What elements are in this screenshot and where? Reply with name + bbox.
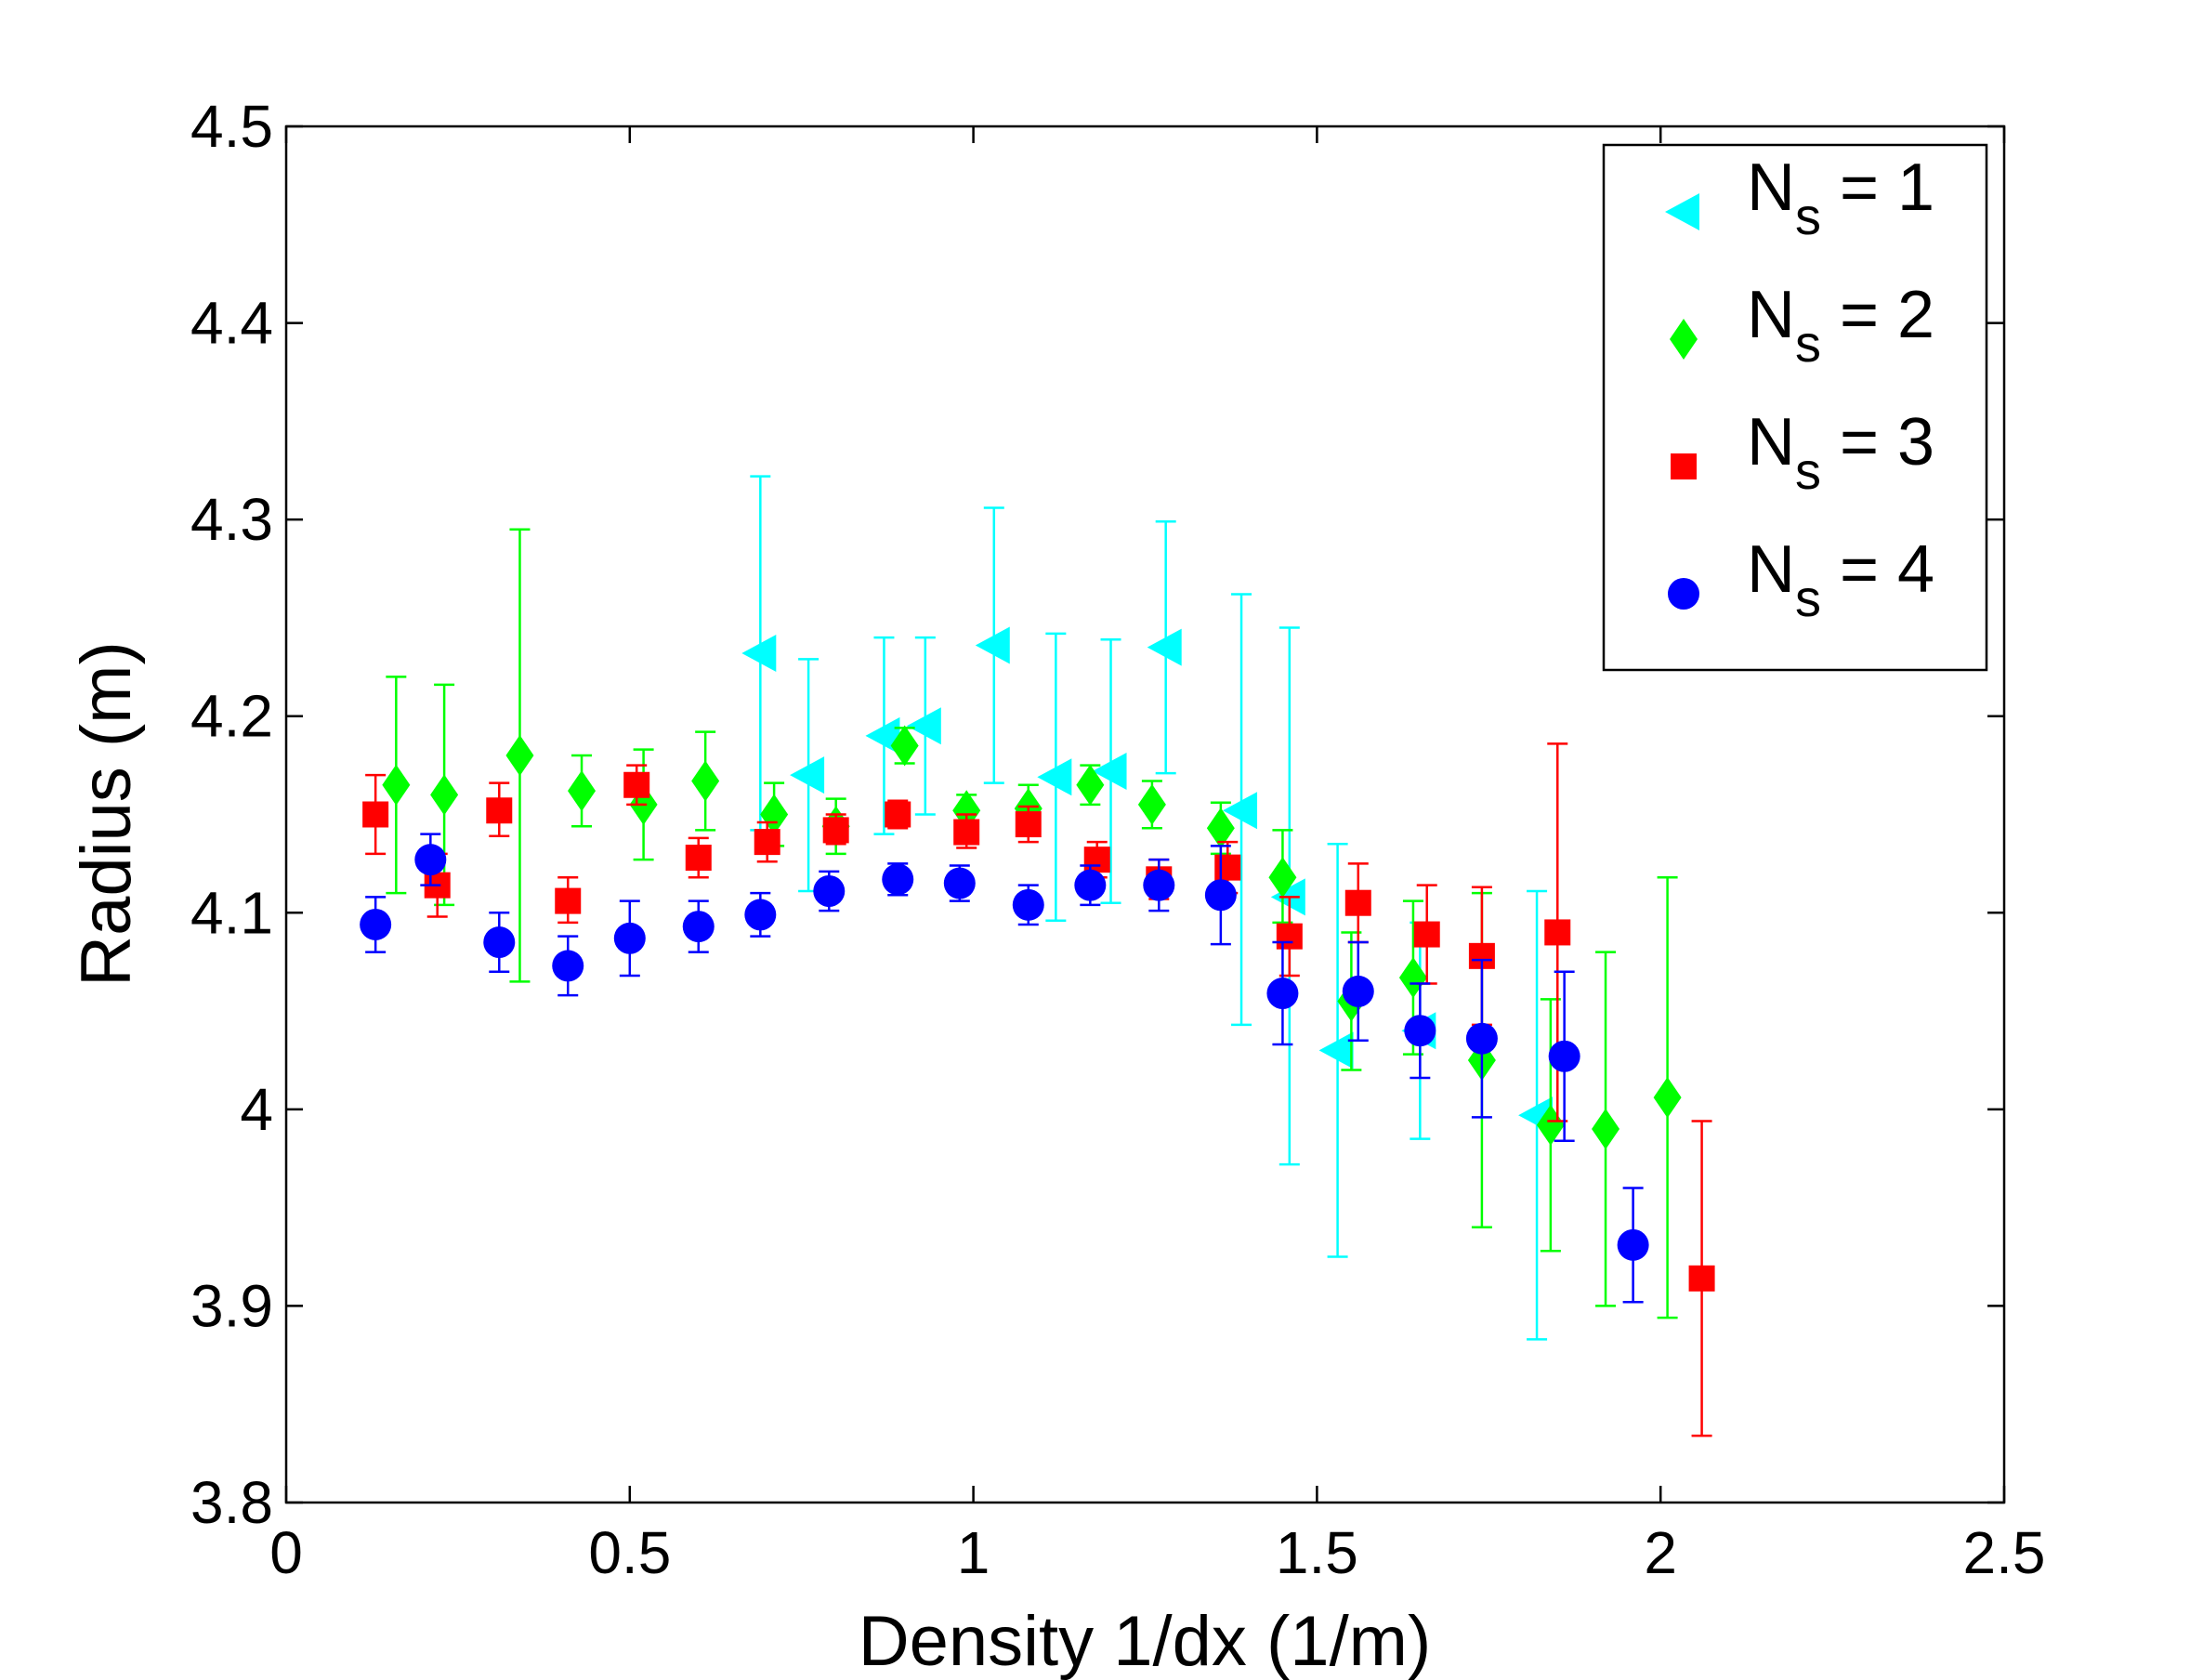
legend-label-2: Ns = 2 bbox=[1747, 278, 1934, 373]
series-4 bbox=[360, 833, 1649, 1304]
data-point bbox=[1143, 869, 1175, 901]
data-point bbox=[1204, 879, 1237, 912]
data-point bbox=[360, 908, 392, 940]
legend-marker-2 bbox=[1670, 319, 1698, 360]
legend: Ns = 1 Ns = 2 Ns = 3 Ns = 4 bbox=[1602, 143, 1988, 672]
plot-area bbox=[360, 475, 1715, 1437]
y-axis-label: Radius (m) bbox=[67, 641, 146, 987]
y-tick-label: 3.9 bbox=[190, 1272, 273, 1339]
data-point bbox=[741, 635, 777, 673]
data-point bbox=[552, 950, 584, 982]
data-point bbox=[1342, 975, 1374, 1007]
data-point bbox=[744, 899, 777, 931]
y-tick-label: 4 bbox=[240, 1076, 273, 1143]
data-point bbox=[1404, 1015, 1436, 1047]
data-point bbox=[1147, 628, 1182, 666]
data-point bbox=[1413, 921, 1440, 948]
data-point bbox=[943, 867, 976, 899]
data-point bbox=[1012, 888, 1044, 921]
x-tick-label: 0.5 bbox=[588, 1519, 671, 1586]
data-point bbox=[813, 875, 846, 908]
data-point bbox=[822, 817, 849, 844]
legend-marker-1 bbox=[1665, 193, 1699, 230]
data-point bbox=[1548, 1040, 1580, 1072]
data-point bbox=[382, 764, 411, 806]
x-tick-label: 2 bbox=[1644, 1519, 1677, 1586]
y-tick-label: 4.2 bbox=[190, 683, 273, 750]
data-point bbox=[691, 760, 720, 802]
data-point bbox=[790, 756, 825, 794]
data-point bbox=[1266, 978, 1299, 1010]
x-tick-label: 1.5 bbox=[1276, 1519, 1358, 1586]
data-point bbox=[623, 771, 650, 798]
x-tick-label: 1 bbox=[957, 1519, 990, 1586]
legend-box bbox=[1602, 143, 1988, 672]
data-point bbox=[1214, 854, 1241, 881]
data-point bbox=[486, 797, 513, 824]
axes-frame bbox=[284, 125, 2006, 1504]
data-point bbox=[953, 819, 980, 846]
data-point bbox=[754, 829, 780, 856]
data-point bbox=[1015, 811, 1042, 838]
data-point bbox=[1268, 857, 1297, 899]
data-point bbox=[1653, 1077, 1682, 1119]
data-point bbox=[1344, 889, 1371, 916]
y-tick-label: 4.3 bbox=[190, 486, 273, 553]
legend-label-3: Ns = 3 bbox=[1747, 405, 1934, 500]
y-tick-label: 4.1 bbox=[190, 879, 273, 946]
data-point bbox=[975, 626, 1010, 664]
data-point bbox=[414, 844, 447, 876]
data-point bbox=[1318, 1031, 1354, 1070]
data-point bbox=[1276, 923, 1303, 950]
data-point bbox=[1688, 1265, 1715, 1292]
legend-label-4: Ns = 4 bbox=[1747, 532, 1934, 627]
data-point bbox=[1617, 1228, 1649, 1261]
data-point bbox=[685, 845, 712, 872]
data-point bbox=[882, 863, 914, 896]
data-point bbox=[1083, 847, 1110, 873]
data-point bbox=[1223, 792, 1258, 830]
x-tick-label: 2.5 bbox=[1963, 1519, 2046, 1586]
data-point bbox=[555, 887, 582, 914]
legend-label-1: Ns = 1 bbox=[1747, 151, 1934, 245]
data-point bbox=[885, 801, 911, 828]
data-point bbox=[1092, 752, 1127, 790]
data-point bbox=[1465, 1022, 1498, 1055]
data-point bbox=[1037, 758, 1072, 796]
data-point bbox=[505, 735, 534, 777]
data-point bbox=[1544, 919, 1571, 946]
data-point bbox=[1206, 807, 1235, 849]
y-tick-label: 3.8 bbox=[190, 1469, 273, 1536]
y-tick-label: 4.4 bbox=[190, 290, 273, 357]
legend-marker-3 bbox=[1671, 453, 1697, 479]
data-point bbox=[1137, 783, 1166, 825]
data-point bbox=[613, 922, 646, 954]
data-point bbox=[1592, 1109, 1620, 1150]
data-point bbox=[362, 801, 389, 828]
data-point bbox=[906, 707, 941, 745]
data-point bbox=[682, 911, 715, 943]
data-point bbox=[430, 774, 459, 816]
data-point bbox=[1076, 764, 1105, 806]
data-point bbox=[1074, 869, 1107, 901]
x-axis-label: Density 1/dx (1/m) bbox=[859, 1602, 1432, 1680]
data-point bbox=[890, 725, 919, 767]
data-point bbox=[568, 770, 597, 812]
legend-marker-4 bbox=[1668, 578, 1699, 610]
axis-ticks: 0 0.5 1 1.5 2 2.5 3.8 3.9 4 4.1 4.2 4.3 4.4 4.5 bbox=[190, 93, 2045, 1586]
data-point bbox=[483, 926, 516, 959]
y-tick-label: 4.5 bbox=[190, 93, 273, 160]
x-tick-label: 0 bbox=[269, 1519, 303, 1586]
